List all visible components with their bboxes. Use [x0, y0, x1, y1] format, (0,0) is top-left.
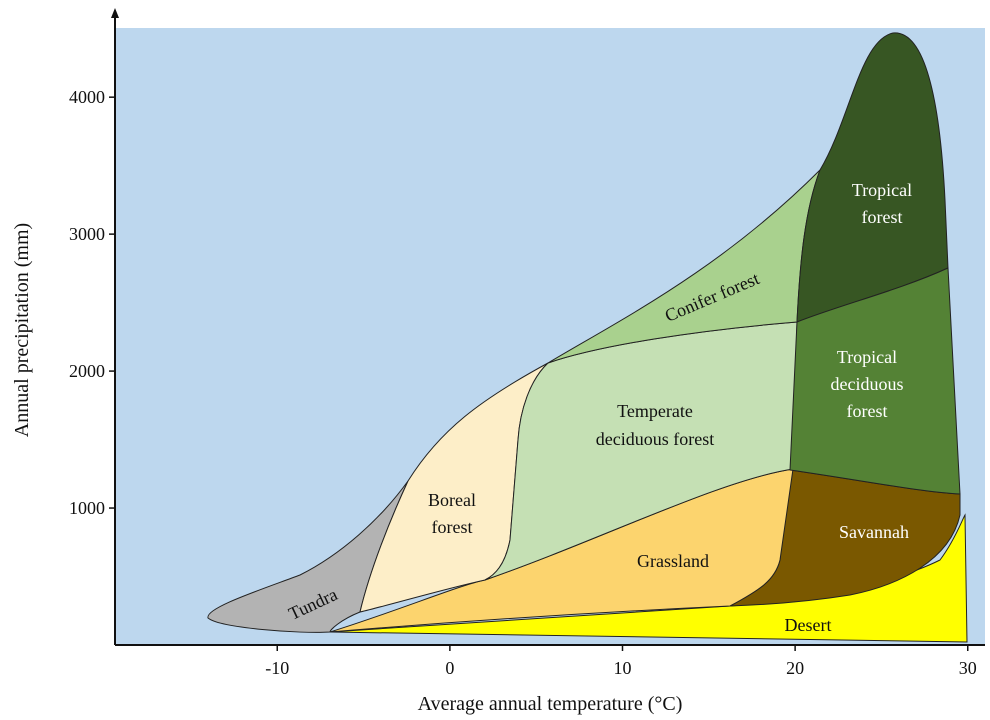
region-label: Temperate — [617, 401, 693, 421]
x-tick-label: 10 — [614, 658, 632, 678]
y-tick-label: 1000 — [69, 498, 105, 518]
x-axis-label: Average annual temperature (°C) — [418, 693, 683, 715]
x-tick-label: 0 — [445, 658, 454, 678]
x-tick-label: -10 — [265, 658, 289, 678]
region-label: Tropical — [837, 347, 897, 367]
region-label: deciduous forest — [596, 429, 714, 449]
region-label: Desert — [785, 615, 832, 635]
y-tick-label: 2000 — [69, 361, 105, 381]
axis-arrow — [111, 8, 119, 18]
region-label: Savannah — [839, 522, 909, 542]
region-label: Boreal — [428, 490, 476, 510]
x-tick-label: 30 — [959, 658, 977, 678]
y-tick-label: 3000 — [69, 224, 105, 244]
tropical-deciduous-region — [789, 267, 961, 495]
region-label: Tropical — [852, 180, 912, 200]
tropical-forest-region — [796, 32, 949, 323]
x-tick-label: 20 — [786, 658, 804, 678]
region-label: forest — [862, 207, 903, 227]
region-label: forest — [847, 401, 888, 421]
y-axis-label: Annual precipitation (mm) — [11, 223, 33, 437]
y-tick-label: 4000 — [69, 87, 105, 107]
region-label: deciduous — [831, 374, 904, 394]
region-label: Grassland — [637, 551, 709, 571]
region-label: forest — [432, 517, 473, 537]
